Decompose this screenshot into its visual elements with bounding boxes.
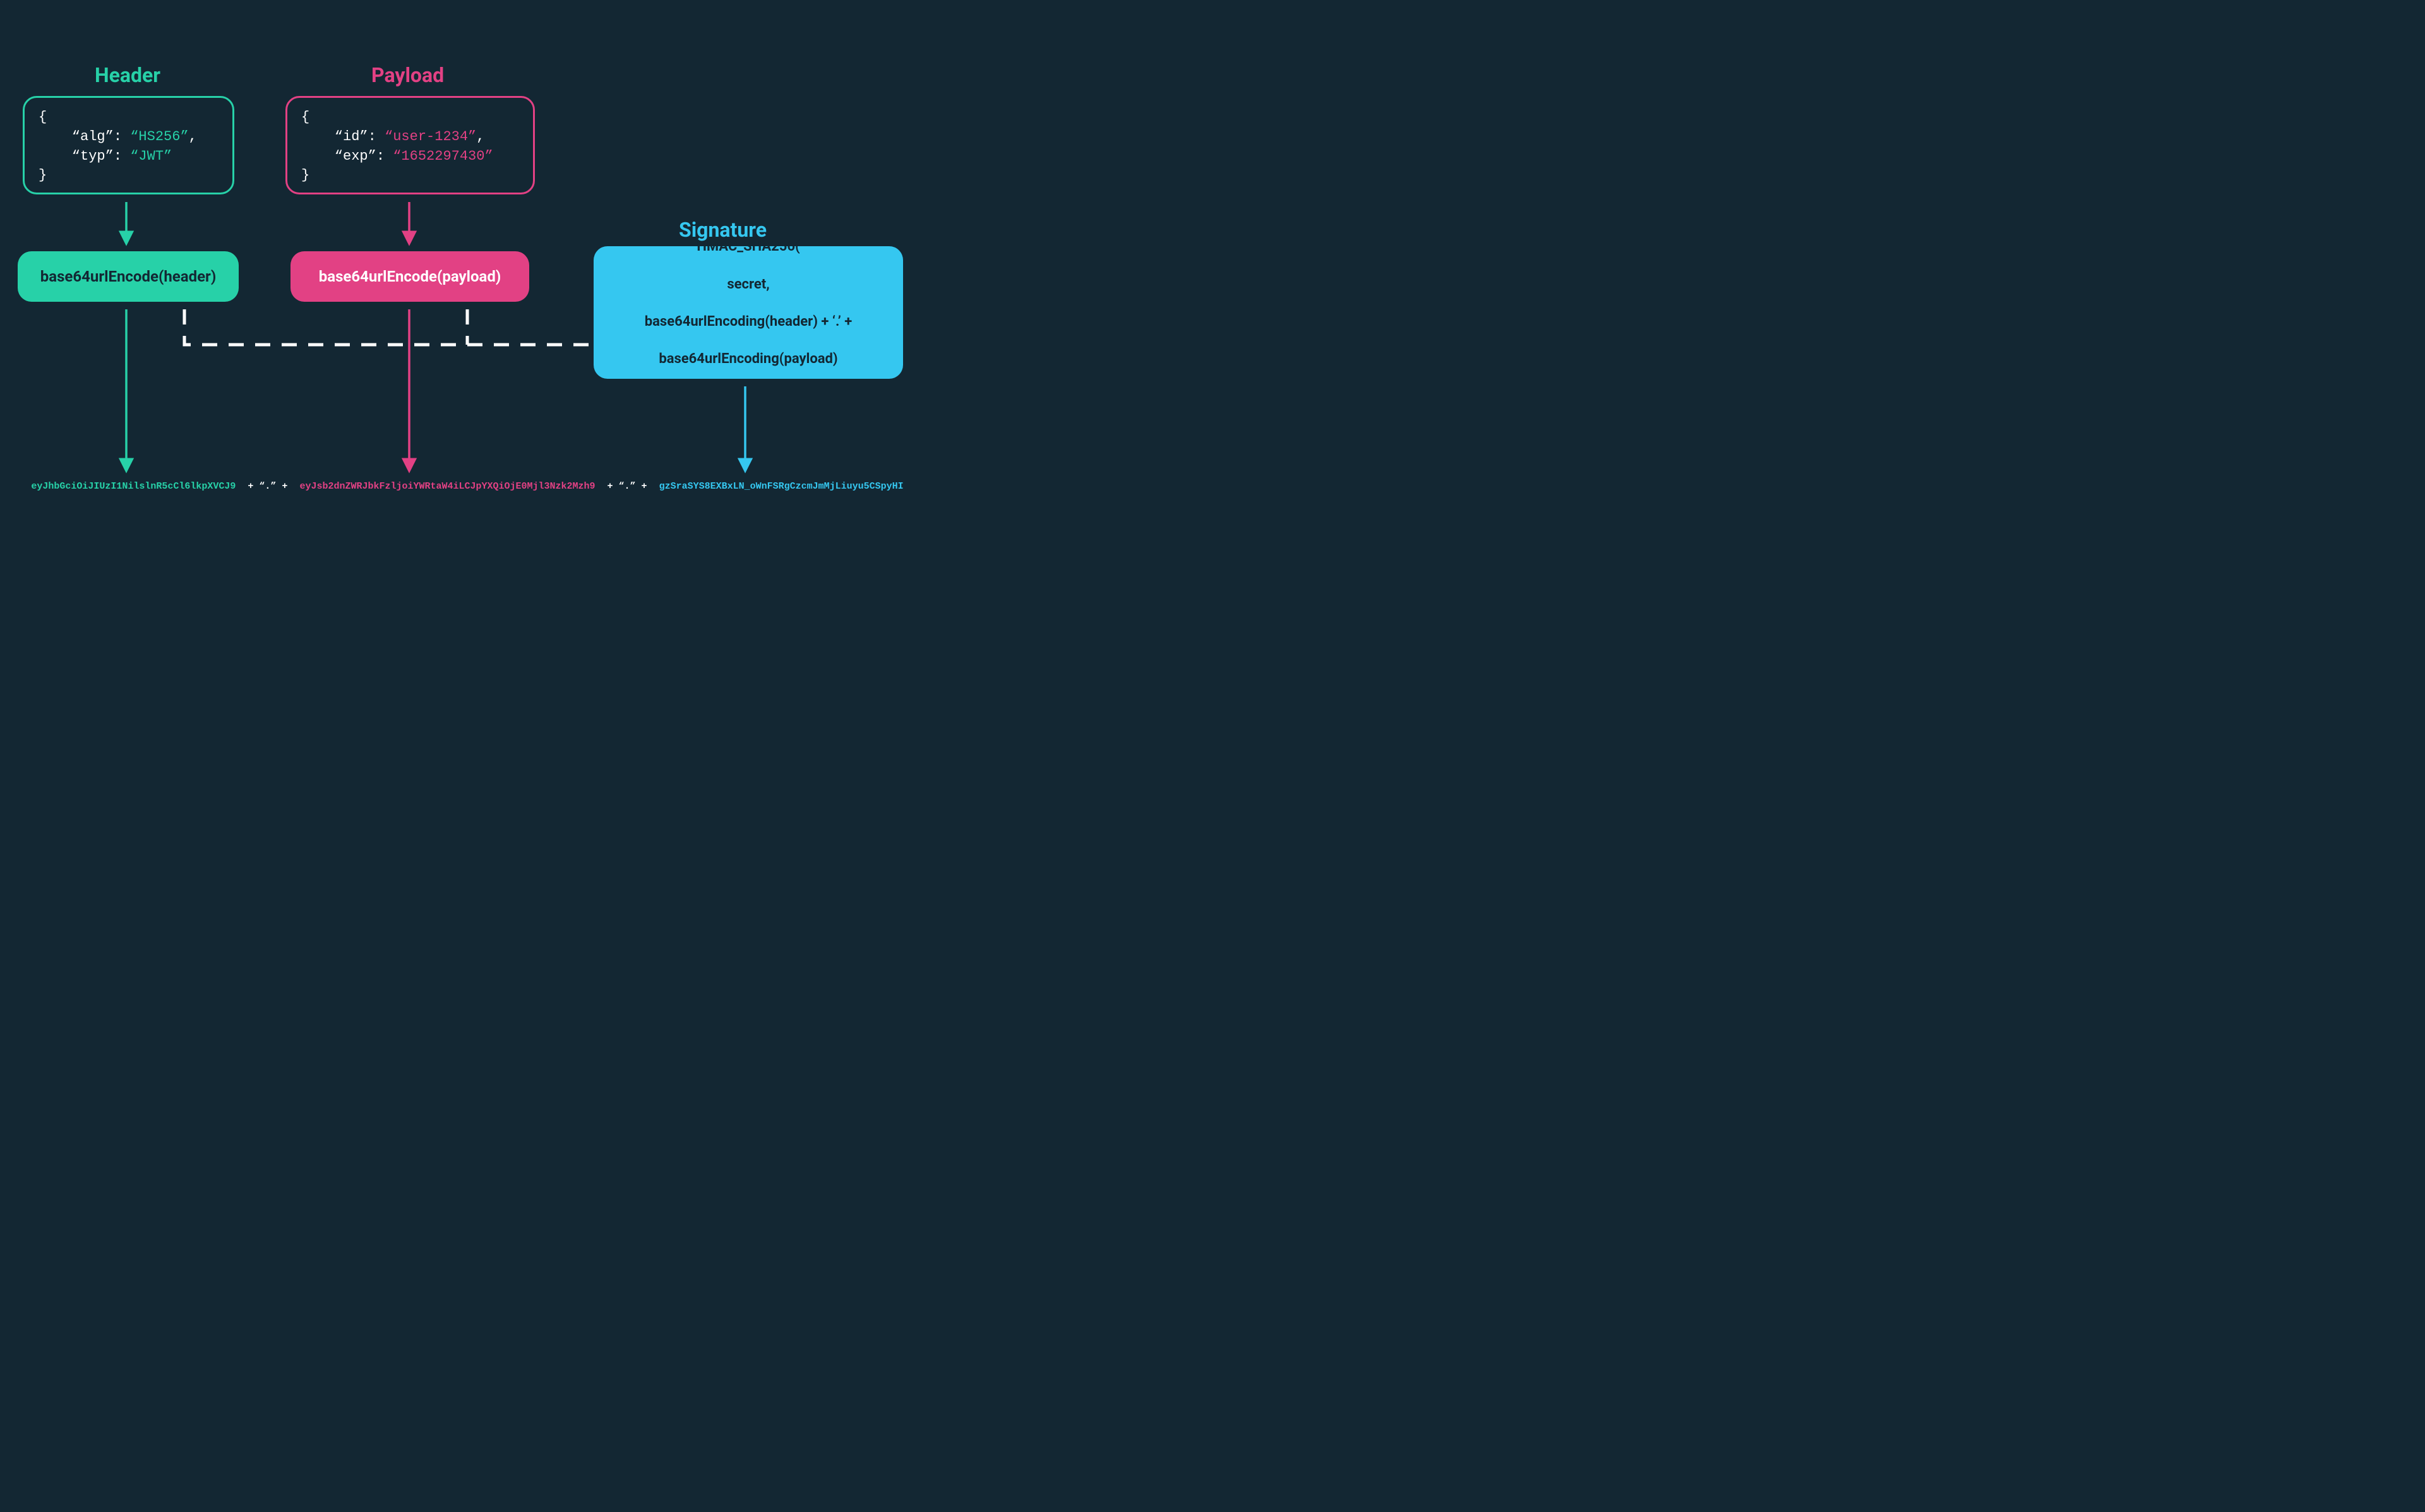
brace-open: {	[301, 109, 309, 125]
exp-value: “1652297430”	[393, 148, 493, 164]
encode-payload-pill: base64urlEncode(payload)	[290, 251, 529, 302]
signature-block: HMAC_SHA256( secret, base64urlEncoding(h…	[594, 246, 903, 379]
token-separator-1: + “.” +	[241, 481, 294, 492]
alg-value: “HS256”	[130, 129, 188, 145]
header-title: Header	[95, 63, 160, 87]
header-json-box: { “alg”: “HS256”, “typ”: “JWT” }	[23, 96, 234, 194]
sig-line3: base64urlEncoding(header) + ‘.’ +	[645, 314, 852, 330]
sig-line4: base64urlEncoding(payload)	[659, 351, 837, 367]
alg-comma: ,	[189, 129, 197, 145]
payload-json-box: { “id”: “user-1234”, “exp”: “1652297430”…	[285, 96, 535, 194]
encode-header-pill: base64urlEncode(header)	[18, 251, 239, 302]
token-header-part: eyJhbGciOiJIUzI1NilslnR5cCl6lkpXVCJ9	[31, 481, 236, 492]
id-value: “user-1234”	[385, 129, 476, 145]
token-signature-part: gzSraSYS8EXBxLN_oWnFSRgCzcmJmMjLiuyu5CSp…	[659, 481, 904, 492]
encoded-token-line: eyJhbGciOiJIUzI1NilslnR5cCl6lkpXVCJ9 + “…	[0, 481, 935, 492]
dashed-connector-header	[184, 309, 591, 345]
payload-title: Payload	[371, 63, 444, 87]
brace-close: }	[301, 167, 309, 183]
token-separator-2: + “.” +	[601, 481, 654, 492]
token-payload-part: eyJsb2dnZWRJbkFzljoiYWRtaW4iLCJpYXQiOjE0…	[299, 481, 595, 492]
jwt-diagram-canvas: Header Payload Signature { “alg”: “HS256…	[0, 0, 935, 583]
brace-open: {	[39, 109, 47, 125]
exp-key: “exp”:	[301, 148, 393, 164]
sig-line1: HMAC_SHA256(	[697, 239, 799, 254]
sig-line2: secret,	[727, 277, 769, 292]
alg-key: “alg”:	[39, 129, 130, 145]
id-key: “id”:	[301, 129, 385, 145]
sig-line5: )	[746, 389, 751, 405]
id-comma: ,	[476, 129, 484, 145]
typ-key: “typ”:	[39, 148, 130, 164]
typ-value: “JWT”	[130, 148, 172, 164]
brace-close: }	[39, 167, 47, 183]
